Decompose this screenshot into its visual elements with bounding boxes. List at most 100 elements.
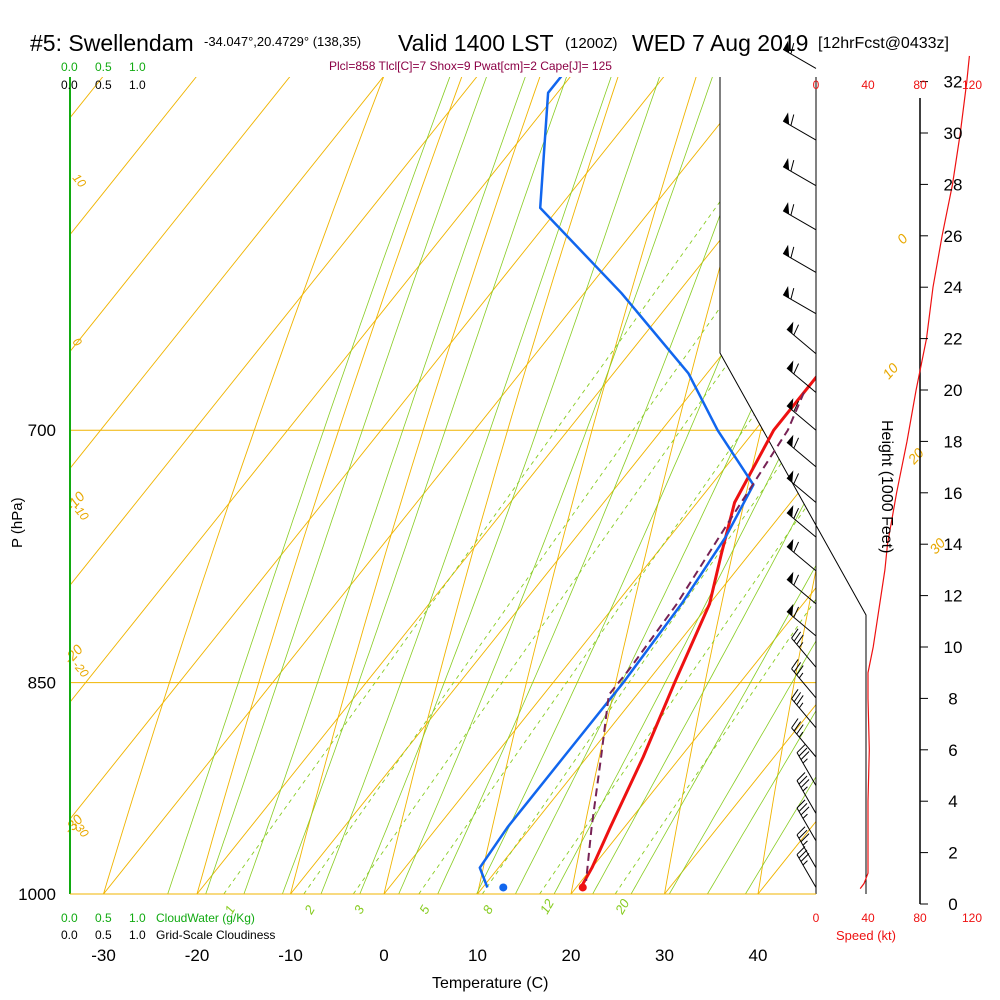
wind-barb-flag: [800, 751, 810, 760]
cloudiness-tick: 1.0: [129, 928, 146, 942]
wind-barb-flag: [796, 744, 806, 754]
wind-barb: [791, 689, 817, 729]
height-tick-label: 12: [944, 587, 963, 606]
moist-adiabat-line: [437, 77, 771, 894]
wind-barb-flag: [793, 631, 802, 642]
wind-barb: [782, 40, 817, 69]
valid-time: Valid 1400 LST: [398, 30, 554, 56]
height-tick-label: 4: [948, 792, 957, 811]
wind-barb-pennant: [786, 603, 794, 617]
wind-barb-shaft: [782, 252, 817, 273]
temperature-tick-label: -30: [91, 946, 116, 965]
dry-adiabat-line: [383, 77, 619, 894]
temperature-tick-label: 0: [379, 946, 388, 965]
wind-barb-flag: [793, 662, 802, 673]
cloudiness-tick: 0.5: [95, 78, 112, 92]
cloudiness-tick: 0.5: [95, 928, 112, 942]
wind-barb: [782, 112, 817, 141]
speed-tick-label-top: 80: [913, 78, 927, 92]
wind-barb-flag: [793, 473, 800, 485]
temperature-profile-line: [579, 375, 816, 889]
cloud-water-scale-bottom: 0.0 0.5 1.0 CloudWater (g/Kg) 0.0 0.5 1.…: [61, 911, 275, 942]
wind-barb-half-flag: [802, 840, 808, 846]
wind-barb: [786, 538, 817, 572]
height-tick-label: 28: [944, 175, 963, 194]
speed-tick-label-bottom: 40: [861, 911, 875, 925]
cloudiness-tick: 0.0: [61, 78, 78, 92]
wind-barb-column: [782, 40, 817, 888]
wind-barb-shaft: [796, 807, 817, 842]
wind-barb-flag: [793, 401, 800, 412]
dry-adiabat-line: [570, 77, 775, 894]
wind-barb: [786, 571, 817, 605]
wind-barb-flag: [793, 574, 800, 586]
wind-barb-flag: [796, 695, 804, 706]
cloud-water-label: CloudWater (g/Kg): [156, 911, 255, 925]
wind-barb-half-flag: [802, 786, 808, 792]
plot-corner-edge: [719, 77, 867, 894]
speed-tick-label-bottom: 0: [813, 911, 820, 925]
dry-adiabat-line: [757, 567, 816, 894]
wind-barb-pennant: [786, 538, 794, 551]
moist-adiabat-line: [668, 640, 816, 894]
wind-barb-flag: [798, 775, 808, 785]
moist-adiabat-line: [630, 564, 816, 894]
wind-barb-pennant: [783, 244, 790, 257]
isotherm-line: [70, 77, 665, 820]
wind-barb-pennant: [786, 321, 794, 334]
wind-barb-pennant: [786, 470, 794, 483]
wind-barb-pennant: [786, 571, 794, 584]
wind-barb-flag: [798, 829, 808, 839]
wind-barb-flag: [796, 846, 806, 855]
mixing-ratio-label: 5: [416, 902, 433, 916]
dry-adiabat-line: [290, 77, 541, 894]
cloudiness-label: Grid-Scale Cloudiness: [156, 928, 275, 942]
moist-adiabat-line: [553, 383, 816, 894]
wind-barb: [796, 799, 817, 842]
wind-barb: [786, 398, 817, 431]
moist-adiabat-line: [205, 77, 487, 894]
wind-barb-flag: [796, 724, 804, 735]
wind-barb-shaft: [796, 780, 817, 814]
pressure-tick-label: 500: [28, 0, 56, 3]
wind-barb-flag: [793, 363, 800, 375]
mixing-ratio-line: [223, 77, 811, 894]
cloud-water-tick: 0.5: [95, 911, 112, 925]
height-tick-label: 10: [944, 638, 963, 657]
height-tick-label: 18: [944, 432, 963, 451]
wind-barb-flag: [791, 659, 799, 670]
cloudiness-tick: 0.0: [61, 928, 78, 942]
station-name: #5: Swellendam: [30, 30, 194, 56]
wind-barb-flag: [793, 721, 802, 732]
wind-barb: [796, 846, 817, 888]
wind-barb-flag: [800, 779, 810, 788]
wind-barb: [786, 505, 817, 538]
wind-barb-flag: [796, 634, 804, 645]
cloud-water-tick: 1.0: [129, 60, 146, 74]
cloud-water-tick: 1.0: [129, 911, 146, 925]
moist-adiabat-line: [706, 709, 816, 894]
speed-tick-label-top: 40: [861, 78, 875, 92]
mixing-ratio-label: 12: [537, 896, 558, 917]
isotherm-label: 0: [894, 230, 911, 247]
cloud-water-tick: 0.0: [61, 60, 78, 74]
wind-barb: [786, 321, 817, 355]
wind-barb-pennant: [783, 112, 790, 125]
wind-barb-pennant: [786, 360, 794, 373]
cloud-water-tick: 0.5: [95, 60, 112, 74]
mixing-ratio-line: [352, 238, 816, 894]
wind-barb-shaft: [791, 637, 817, 668]
dry-adiabat-label: 10: [70, 171, 90, 190]
temperature-tick-label: 10: [468, 946, 487, 965]
wind-barb-flag: [790, 204, 795, 216]
wind-barb: [782, 202, 817, 231]
height-tick-label: 8: [948, 689, 957, 708]
moist-adiabat-line: [320, 77, 612, 894]
wind-barb-flag: [790, 288, 795, 300]
wind-barb-flag: [791, 718, 799, 729]
wind-barb-flag: [798, 849, 808, 859]
wind-barb-flag: [800, 853, 810, 862]
height-tick-label: 0: [948, 895, 957, 914]
wind-barb-flag: [791, 689, 799, 699]
wind-speed-profile: [859, 55, 970, 889]
